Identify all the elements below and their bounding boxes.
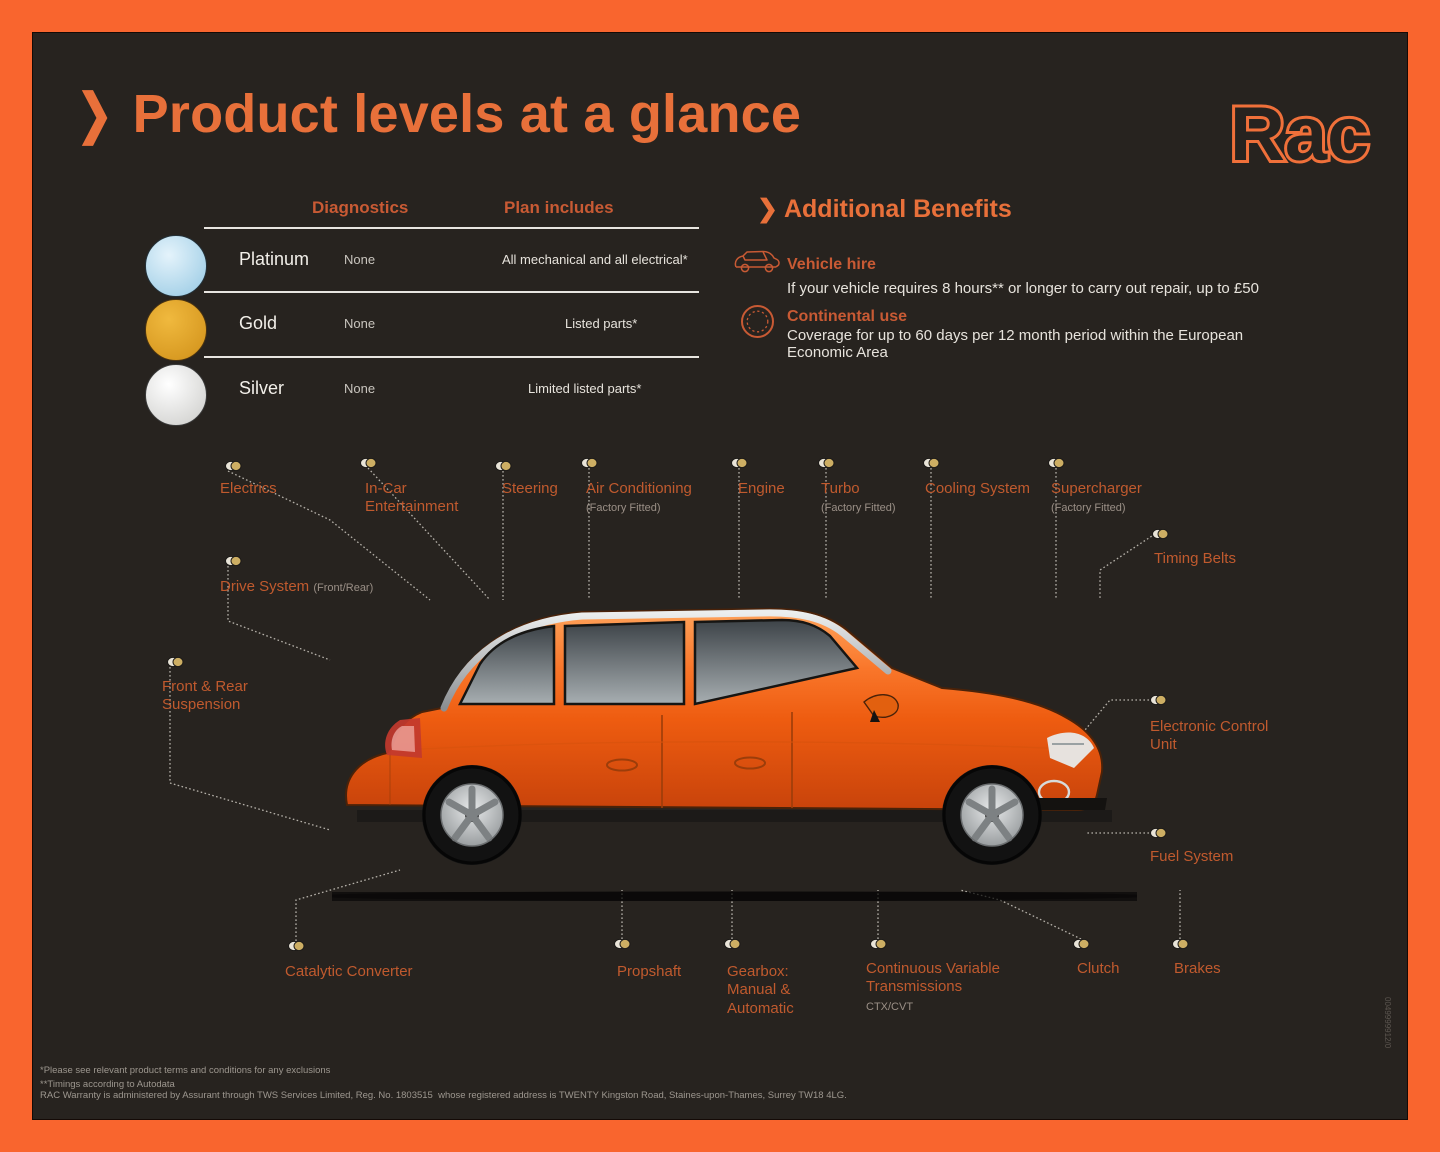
svg-text:Rac: Rac — [1230, 92, 1369, 177]
